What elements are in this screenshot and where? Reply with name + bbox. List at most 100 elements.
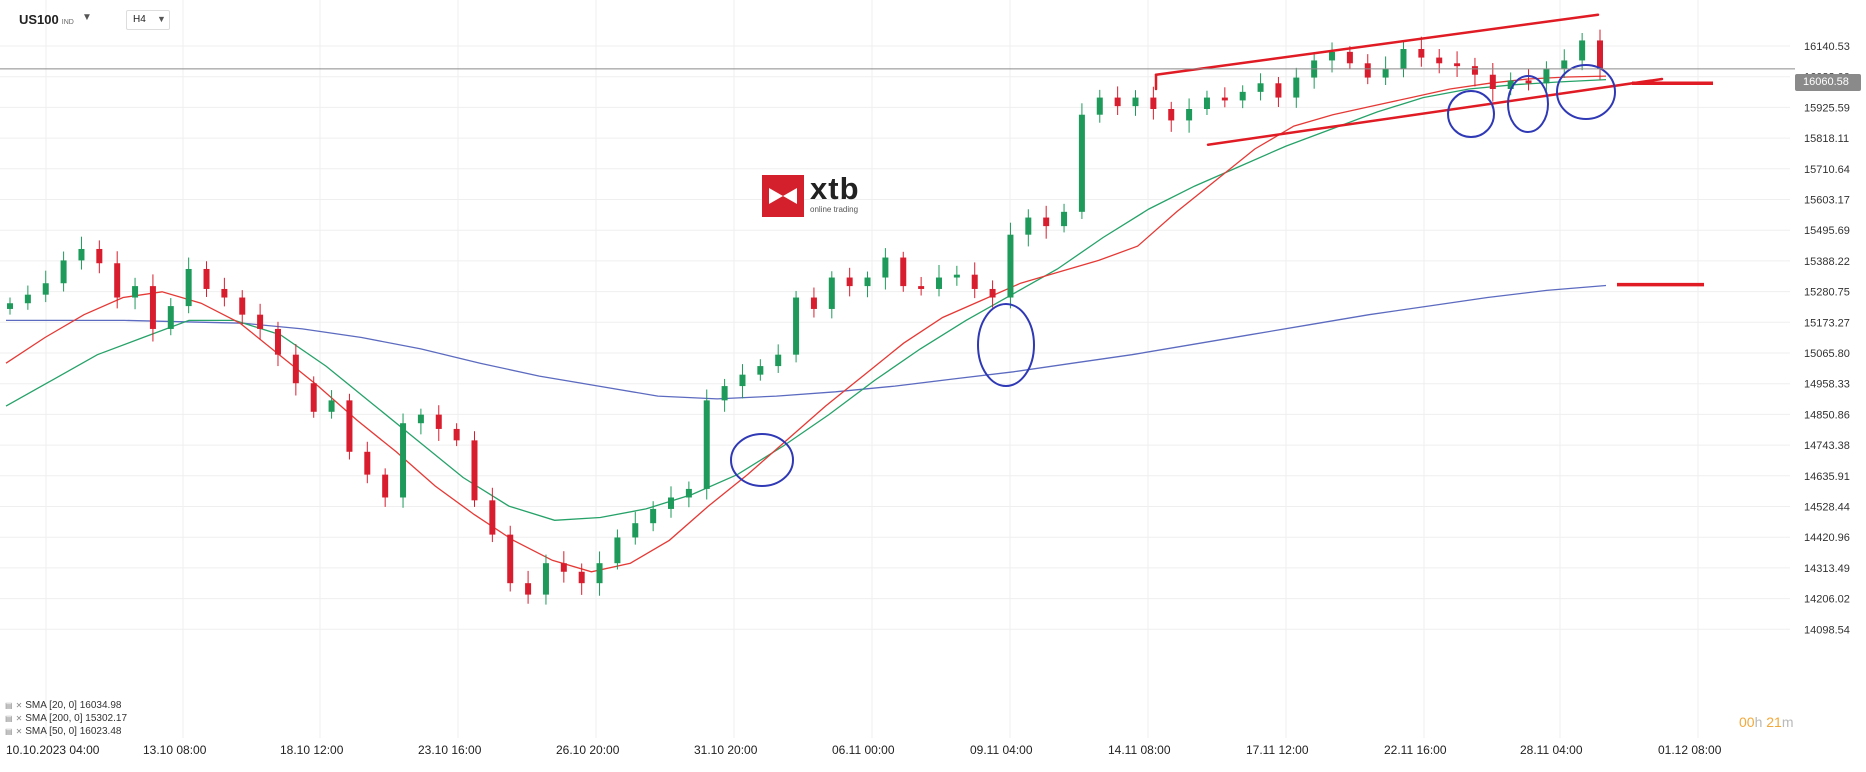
candle-body [1400, 49, 1407, 70]
channel-upper-line [1154, 13, 1600, 76]
highlight-circle [977, 303, 1035, 387]
bull-candle [828, 271, 835, 319]
bull-candle [775, 344, 782, 373]
bull-candle [864, 271, 871, 298]
close-icon[interactable]: ✕ [15, 714, 23, 723]
bear-candle [96, 240, 103, 274]
timeframe-label: H4 [133, 14, 146, 25]
candle-body [1489, 74, 1496, 89]
candle-body [42, 283, 49, 295]
candle-body [1078, 114, 1085, 212]
sma-20-path [5, 75, 1607, 573]
candle-body [614, 537, 621, 564]
bear-candle [221, 277, 228, 307]
bull-candle [1329, 42, 1336, 73]
y-tick-label: 15065.80 [1804, 348, 1850, 360]
eye-icon[interactable]: ▤ [5, 727, 13, 736]
bear-candle [810, 287, 817, 318]
candle-body [132, 286, 139, 298]
bear-candle [203, 261, 210, 297]
candle-body [114, 263, 121, 298]
candle-body [650, 508, 657, 524]
candle-body [703, 400, 710, 489]
candle-body [149, 286, 156, 329]
x-tick-label: 22.11 16:00 [1384, 743, 1447, 757]
candle-body [828, 277, 835, 309]
candle-body [328, 400, 335, 412]
bear-candle [507, 525, 514, 592]
bear-candle [989, 280, 996, 308]
bull-candle [668, 486, 675, 518]
candle-body [810, 297, 817, 309]
candle-body [1221, 97, 1228, 101]
bear-candle [1346, 46, 1353, 70]
candle-body [364, 451, 371, 475]
candle-body [757, 366, 764, 375]
candle-body [578, 571, 585, 584]
timeframe-selector[interactable]: H4 ▼ [126, 10, 170, 30]
candle-body [7, 303, 13, 309]
eye-icon[interactable]: ▤ [5, 714, 13, 723]
candle-body [1525, 80, 1532, 84]
bear-candle [382, 468, 389, 507]
y-tick-label: 15710.64 [1804, 164, 1850, 176]
bull-candle [185, 257, 192, 314]
candle-body [1043, 217, 1050, 227]
bull-candle [1400, 40, 1407, 78]
bear-candle [310, 376, 317, 418]
sma-50-line [5, 78, 1607, 521]
symbol-type: IND [61, 19, 74, 26]
bull-candle [1132, 90, 1139, 116]
y-tick-label: 14743.38 [1804, 440, 1850, 452]
close-icon[interactable]: ✕ [15, 701, 23, 710]
current-price-value: 16060.58 [1803, 76, 1849, 88]
bear-candle [114, 251, 121, 309]
bull-candle [1293, 67, 1300, 108]
candle-body [1418, 49, 1425, 58]
candle-countdown: 00h 21m [1739, 714, 1794, 730]
candle-body [846, 277, 853, 287]
bull-candle [757, 359, 764, 381]
eye-icon[interactable]: ▤ [5, 701, 13, 710]
legend-item-sma20[interactable]: ▤ ✕ SMA [20, 0] 16034.98 [5, 699, 127, 712]
y-tick-label: 15495.69 [1804, 225, 1850, 237]
y-tick-label: 14420.96 [1804, 532, 1850, 544]
x-tick-label: 23.10 16:00 [418, 743, 482, 757]
highlight-circle [730, 433, 794, 487]
bear-candle [525, 570, 532, 604]
legend-item-sma50[interactable]: ▤ ✕ SMA [50, 0] 16023.48 [5, 725, 127, 738]
candle-body [542, 563, 549, 595]
candle-body [78, 248, 85, 261]
close-icon[interactable]: ✕ [15, 727, 23, 736]
bull-candle [1186, 98, 1193, 133]
y-tick-label: 14098.54 [1804, 624, 1850, 636]
bear-candle [1525, 69, 1532, 91]
highlight-circle [1556, 64, 1616, 120]
candle-body [292, 354, 299, 384]
legend-item-sma200[interactable]: ▤ ✕ SMA [200, 0] 15302.17 [5, 712, 127, 725]
candle-body [1507, 80, 1514, 89]
candle-body [471, 440, 478, 501]
y-tick-label: 14528.44 [1804, 502, 1850, 514]
candle-body [1364, 63, 1371, 78]
candle-body [185, 268, 192, 307]
y-tick-label: 15173.27 [1804, 317, 1850, 329]
countdown-minutes-unit: m [1781, 714, 1794, 730]
symbol-selector[interactable]: US100 IND [19, 12, 74, 27]
legend-label: SMA [50, 0] 16023.48 [25, 726, 122, 737]
channel-lower-line [1206, 77, 1664, 146]
candle-body [1132, 97, 1139, 107]
candle-body [417, 414, 424, 424]
x-tick-label: 26.10 20:00 [556, 743, 620, 757]
chevron-down-icon[interactable]: ▼ [82, 12, 92, 23]
bear-candle [364, 441, 371, 484]
bull-candle [60, 251, 67, 292]
bear-candle [149, 274, 156, 342]
bull-candle [24, 285, 31, 310]
candle-body [918, 286, 925, 289]
candle-body [1561, 60, 1568, 70]
y-tick-label: 15818.11 [1804, 133, 1849, 145]
bull-candle [417, 408, 424, 435]
